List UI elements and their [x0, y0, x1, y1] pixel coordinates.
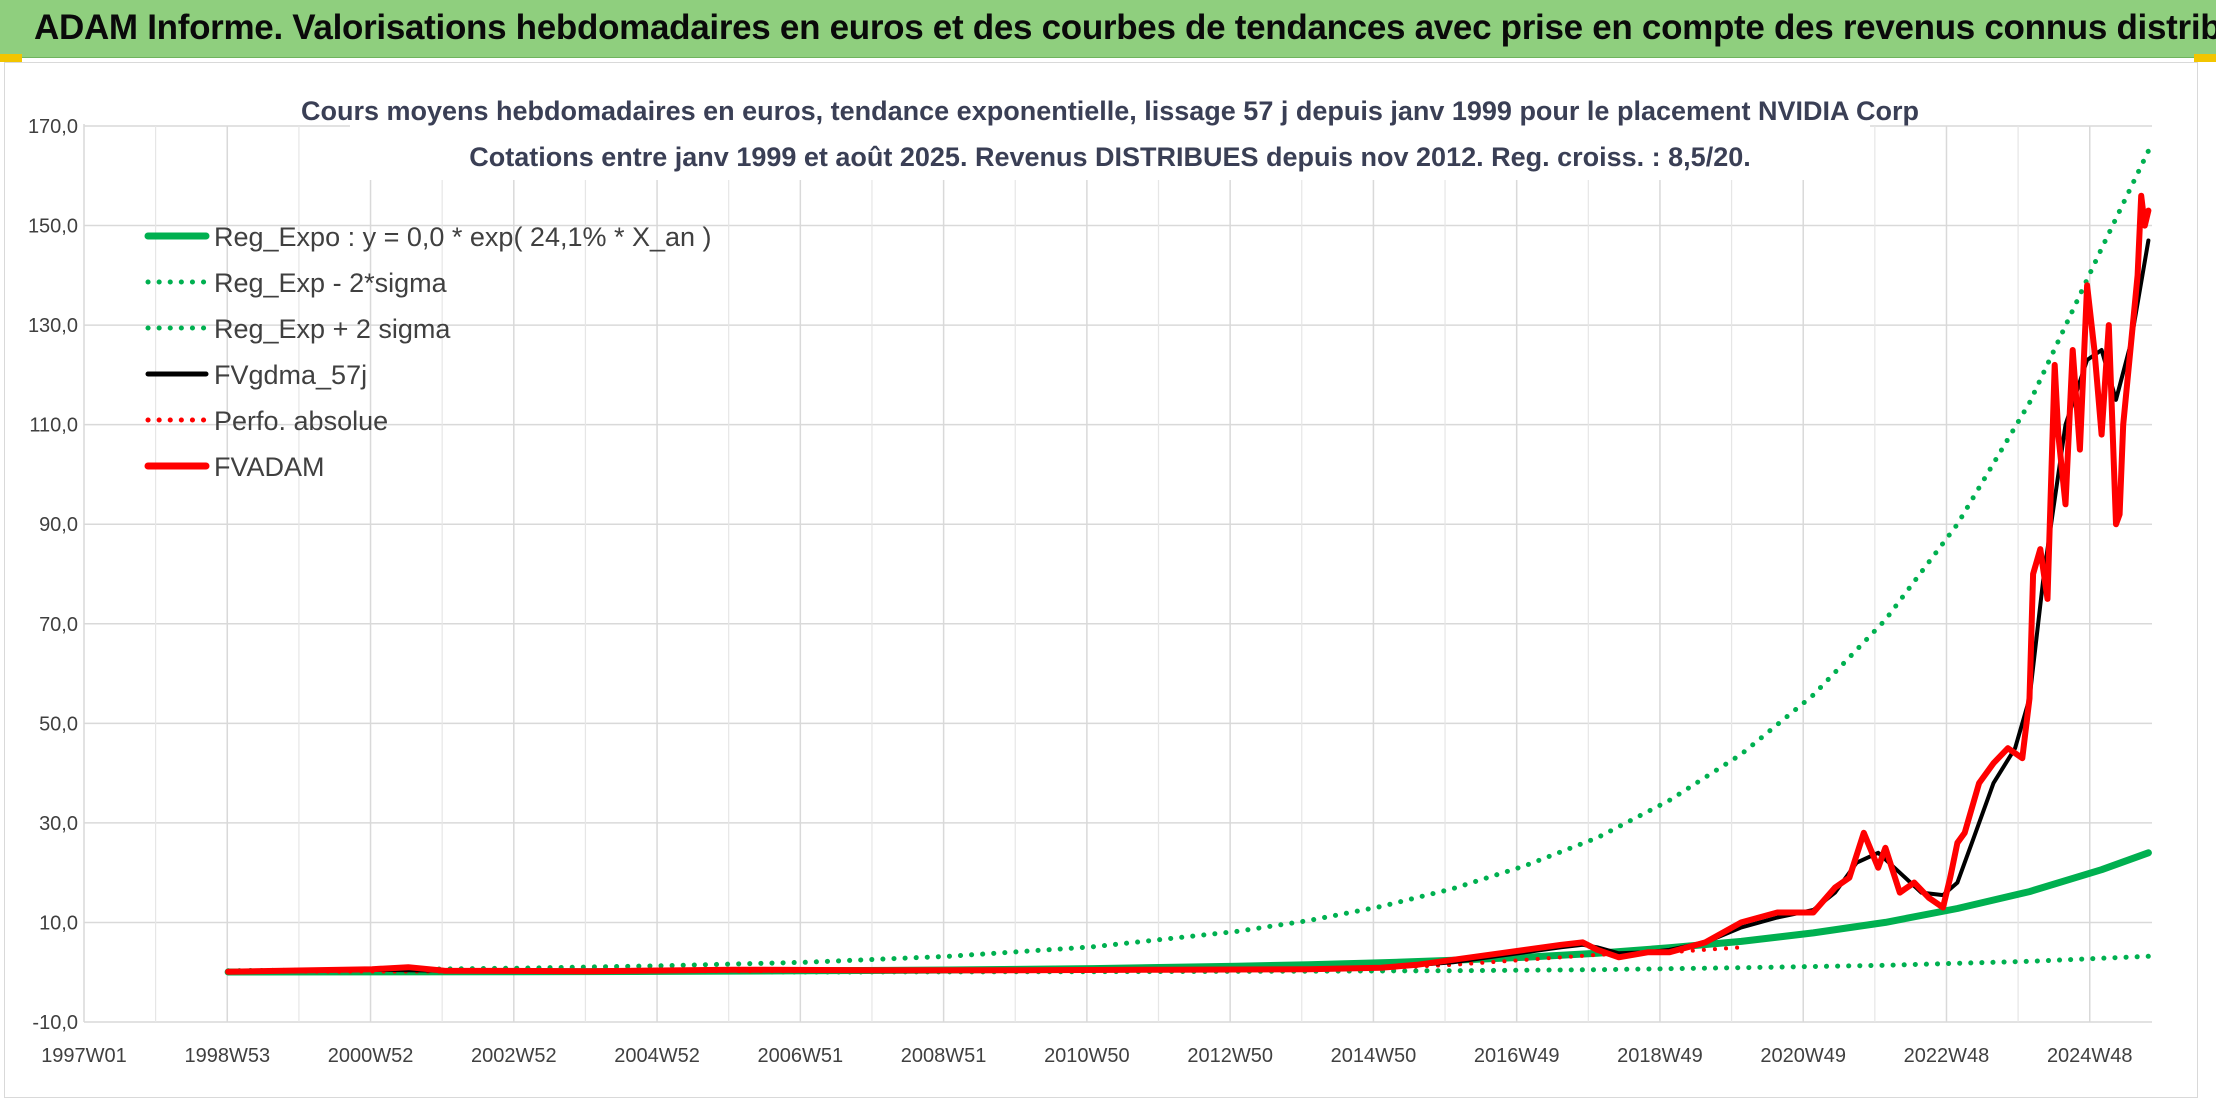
legend: Reg_Expo : y = 0,0 * exp( 24,1% * X_an )…	[144, 222, 712, 482]
y-tick-label: 50,0	[39, 713, 78, 735]
title-background	[350, 86, 1870, 180]
x-axis-ticks: 1997W01 1998W53 2000W52 2002W52 2004W52 2006W…	[41, 1045, 2132, 1067]
x-tick-label: 2010W50	[1044, 1045, 1130, 1067]
x-tick-label: 1997W01	[41, 1045, 127, 1067]
chart-title: Cours moyens hebdomadaires en euros, ten…	[301, 96, 1919, 126]
y-axis-ticks: 170,0 150,0 130,0 110,0 90,0 70,0 50,0 30,0 10,0…	[28, 116, 78, 1034]
series-3-line	[226, 238, 2151, 974]
x-tick-label: 2002W52	[471, 1045, 557, 1067]
report-title: ADAM Informe. Valorisations hebdomadaire…	[34, 8, 2216, 47]
x-tick-label: 2018W49	[1617, 1045, 1703, 1067]
y-tick-label: 70,0	[39, 614, 78, 636]
series-2-line	[225, 148, 2151, 974]
corner-marker-right	[2194, 54, 2216, 62]
legend-label-3: FVgdma_57j	[214, 360, 367, 390]
x-tick-label: 1998W53	[184, 1045, 270, 1067]
legend-label-4: Perfo. absolue	[214, 406, 388, 436]
x-tick-label: 2022W48	[1904, 1045, 1990, 1067]
x-tick-label: 2020W49	[1760, 1045, 1846, 1067]
chart-frame	[4, 62, 2198, 1098]
y-tick-label: 90,0	[39, 514, 78, 536]
legend-label-2: Reg_Exp + 2 sigma	[214, 314, 451, 344]
x-tick-label: 2014W50	[1331, 1045, 1417, 1067]
chart-subtitle: Cotations entre janv 1999 et août 2025. …	[469, 142, 1750, 172]
y-tick-label: 130,0	[28, 315, 78, 337]
x-tick-label: 2008W51	[901, 1045, 987, 1067]
x-tick-label: 2024W48	[2047, 1045, 2133, 1067]
y-tick-label: 10,0	[39, 912, 78, 934]
x-tick-label: 2004W52	[614, 1045, 700, 1067]
y-tick-label: 170,0	[28, 116, 78, 138]
legend-label-1: Reg_Exp - 2*sigma	[214, 268, 448, 298]
grid-lines	[83, 124, 2152, 1023]
report-banner: ADAM Informe. Valorisations hebdomadaire…	[0, 0, 2216, 58]
y-tick-label: 110,0	[29, 415, 78, 437]
series-5-line	[225, 192, 2152, 975]
y-tick-label: -10,0	[32, 1012, 78, 1034]
series-0-line	[224, 849, 2152, 976]
x-tick-label: 2006W51	[758, 1045, 844, 1067]
series-layer	[224, 148, 2152, 976]
x-tick-label: 2016W49	[1474, 1045, 1560, 1067]
y-tick-label: 30,0	[39, 813, 78, 835]
y-tick-label: 150,0	[28, 216, 78, 238]
legend-label-5: FVADAM	[214, 452, 325, 482]
corner-marker-left	[0, 54, 22, 62]
x-tick-label: 2012W50	[1187, 1045, 1273, 1067]
legend-label-0: Reg_Expo : y = 0,0 * exp( 24,1% * X_an )	[214, 222, 712, 252]
x-tick-label: 2000W52	[328, 1045, 414, 1067]
